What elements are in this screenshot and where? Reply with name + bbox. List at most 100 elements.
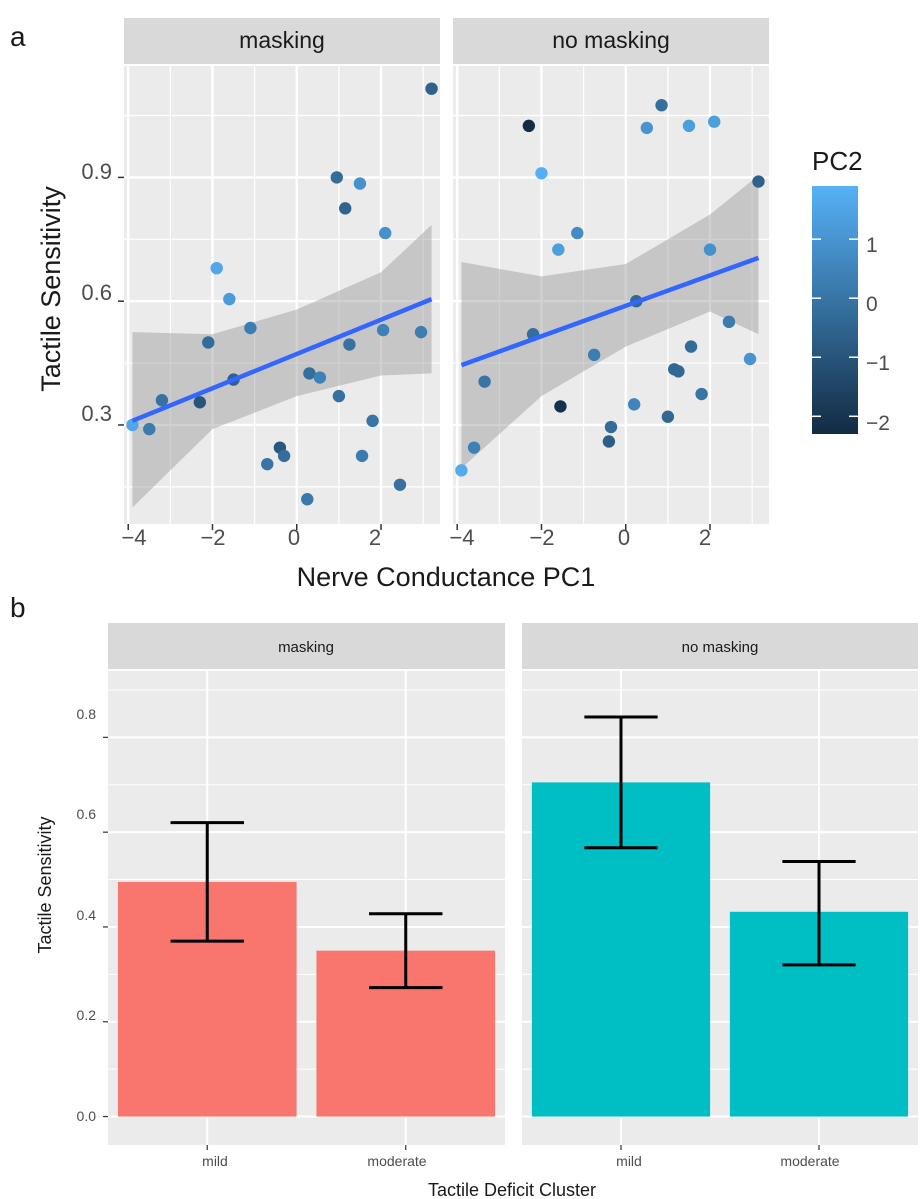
- data-point: [478, 375, 491, 388]
- data-point: [752, 175, 765, 188]
- data-point: [743, 352, 757, 366]
- x-tick-label: 0: [618, 525, 630, 550]
- data-point: [376, 323, 390, 337]
- x-tick-label: mild: [616, 1153, 642, 1169]
- data-point: [682, 119, 696, 133]
- data-point: [571, 226, 584, 240]
- bar-x-axis-title: Tactile Deficit Cluster: [428, 1180, 596, 1199]
- y-tick-label: 0.9: [81, 159, 112, 184]
- scatter-facet-label-masking: masking: [239, 27, 325, 53]
- data-point: [313, 371, 327, 384]
- data-point: [353, 177, 367, 190]
- colorbar-tick-label: −2: [866, 412, 890, 435]
- scatter-y-axis-title: Tactile Sensitivity: [36, 186, 66, 392]
- x-tick-label: mild: [202, 1153, 228, 1169]
- data-point: [661, 410, 675, 423]
- data-point: [301, 493, 314, 506]
- x-tick-label: 2: [699, 525, 711, 550]
- data-point: [695, 387, 708, 401]
- y-tick-label: 0.8: [77, 706, 97, 722]
- data-point: [339, 202, 352, 215]
- data-point: [261, 457, 274, 471]
- y-tick-label: 0.4: [77, 907, 97, 923]
- facet-strip: [453, 18, 769, 64]
- data-point: [202, 336, 215, 349]
- panel-a-label: a: [10, 21, 26, 52]
- plot-panel-background: [453, 66, 769, 524]
- x-tick-label: moderate: [780, 1153, 839, 1169]
- data-point: [330, 171, 343, 184]
- data-point: [627, 398, 641, 411]
- x-tick-label: 2: [369, 525, 381, 550]
- scatter-x-tick-labels-right: −4 −2 0 2: [449, 525, 711, 550]
- data-point: [587, 348, 601, 362]
- facet-strip: [522, 623, 918, 669]
- data-point: [143, 422, 156, 436]
- x-tick-label: −2: [529, 525, 554, 550]
- data-point: [277, 449, 291, 463]
- legend-title: PC2: [812, 146, 863, 176]
- data-point: [455, 464, 468, 477]
- colorbar-ticks: [812, 238, 858, 418]
- scatter-x-tick-labels-left: −4 −2 0 2: [121, 525, 381, 550]
- data-point: [379, 226, 392, 240]
- scatter-chart: [118, 18, 769, 530]
- data-point: [155, 394, 169, 407]
- data-point: [535, 167, 548, 180]
- colorbar: [812, 186, 858, 434]
- data-point: [552, 243, 565, 256]
- facet-strip: [108, 623, 505, 669]
- confidence-band: [461, 175, 759, 469]
- regression-line: [460, 255, 760, 368]
- data-point: [425, 82, 438, 95]
- data-point: [522, 119, 536, 133]
- data-point: [672, 365, 685, 378]
- data-point: [393, 478, 407, 492]
- y-tick-label: 0.0: [77, 1108, 97, 1124]
- pc2-color-legend: PC2 1 0 −1 −2: [812, 146, 890, 435]
- facet-strip: [124, 18, 440, 64]
- confidence-band: [132, 224, 432, 508]
- panel-b-label: b: [10, 592, 26, 623]
- colorbar-tick-label: 0: [866, 293, 878, 316]
- bar-facet-label-masking: masking: [278, 639, 334, 656]
- data-point: [602, 435, 616, 448]
- data-point: [640, 121, 654, 135]
- colorbar-tick-label: −1: [866, 352, 890, 375]
- bar-facet-label-no-masking: no masking: [682, 639, 759, 656]
- x-tick-label: −4: [121, 525, 146, 550]
- bar-y-tick-labels: 0.0 0.2 0.4 0.6 0.8: [77, 706, 97, 1124]
- data-point: [722, 315, 736, 329]
- y-tick-label: 0.2: [77, 1007, 97, 1023]
- data-point: [554, 400, 567, 413]
- y-tick-label: 0.6: [81, 280, 112, 305]
- data-point: [467, 441, 481, 454]
- y-tick-label: 0.6: [77, 806, 97, 822]
- data-point: [223, 292, 236, 306]
- x-tick-label: moderate: [367, 1153, 426, 1169]
- bar-y-axis-title: Tactile Sensitivity: [35, 816, 55, 953]
- data-point: [332, 389, 346, 403]
- data-point: [244, 321, 257, 335]
- x-tick-label: −2: [200, 525, 225, 550]
- data-point: [355, 449, 369, 463]
- bar-chart: [103, 623, 918, 1150]
- data-point: [655, 98, 668, 112]
- data-point: [604, 420, 618, 434]
- data-point: [343, 338, 356, 351]
- x-tick-label: −4: [449, 525, 474, 550]
- regression-line: [131, 297, 433, 423]
- x-tick-label: 0: [288, 525, 300, 550]
- data-point: [684, 340, 698, 353]
- data-point: [414, 325, 428, 339]
- data-point: [193, 396, 207, 409]
- data-point: [366, 414, 379, 428]
- scatter-x-axis-title: Nerve Conductance PC1: [297, 562, 596, 592]
- y-tick-label: 0.3: [81, 401, 112, 426]
- colorbar-tick-label: 1: [866, 234, 878, 257]
- bar-x-tick-labels: mild moderate mild moderate: [202, 1153, 840, 1169]
- data-point: [708, 115, 721, 128]
- data-point: [703, 243, 717, 256]
- data-point: [210, 261, 223, 275]
